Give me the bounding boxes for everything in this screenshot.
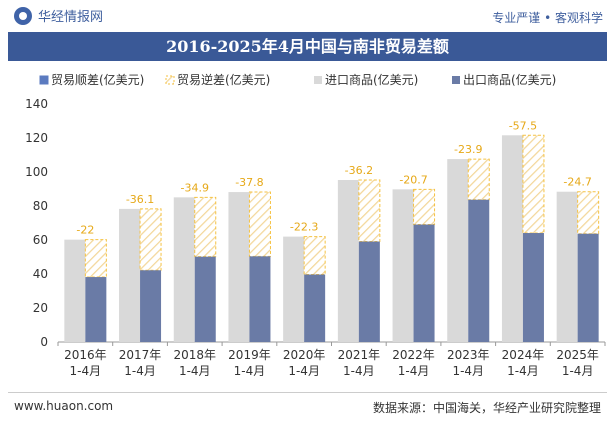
x-tick-label: 2016年 1-4月 xyxy=(64,348,107,378)
x-tick-label-line: 1-4月 xyxy=(70,364,102,378)
deficit-data-label: -22 xyxy=(76,224,94,237)
deficit-data-label: -24.7 xyxy=(563,176,591,189)
tagline: 专业严谨 • 客观科学 xyxy=(492,11,603,25)
x-tick-label: 2025年 1-4月 xyxy=(556,348,599,378)
bar-deficit xyxy=(522,134,545,234)
deficit-data-label: -36.1 xyxy=(126,193,154,206)
x-tick-label: 2024年 1-4月 xyxy=(502,348,545,378)
bar-import xyxy=(64,239,86,342)
top-bar: 华经情报网 专业严谨 • 客观科学 xyxy=(0,0,615,32)
x-tick-label-line: 2018年 xyxy=(173,348,216,362)
x-tick-label: 2017年 1-4月 xyxy=(119,348,162,378)
brand-logo: 华经情报网 xyxy=(14,6,103,25)
x-tick-label-line: 1-4月 xyxy=(562,364,594,378)
chart: 贸易顺差(亿美元) 贸易逆差(亿美元) 进口商品(亿美元) 出口商品(亿美元) 0 20 4… xyxy=(25,72,606,378)
brand-name: 华经情报网 xyxy=(38,10,104,25)
x-tick-label-line: 2024年 xyxy=(502,348,545,362)
legend-swatch-import xyxy=(314,76,322,84)
deficit-data-label: -37.8 xyxy=(235,176,263,189)
x-tick-label-line: 2017年 xyxy=(119,348,162,362)
x-tick-label-line: 1-4月 xyxy=(234,364,266,378)
x-tick-label: 2019年 1-4月 xyxy=(228,348,271,378)
x-tick-label-line: 2022年 xyxy=(392,348,435,362)
y-tick-label: 0 xyxy=(40,335,48,349)
logo-icon xyxy=(14,6,32,25)
bar-export xyxy=(413,224,435,342)
bar-export xyxy=(85,277,107,342)
bar-import xyxy=(228,192,250,342)
bar-deficit xyxy=(577,191,600,235)
x-tick-label-line: 1-4月 xyxy=(124,364,156,378)
deficit-data-label: -57.5 xyxy=(509,119,537,132)
footer-divider xyxy=(8,392,607,393)
x-tick-label-line: 2020年 xyxy=(283,348,326,362)
bar-deficit xyxy=(467,158,490,201)
y-tick-label: 120 xyxy=(25,131,48,145)
y-tick-label: 100 xyxy=(25,165,48,179)
footer-source: 数据来源：中国海关，华经产业研究院整理 xyxy=(372,401,601,415)
x-tick-label-line: 1-4月 xyxy=(288,364,320,378)
bar-import xyxy=(447,159,469,342)
x-tick-label-line: 2021年 xyxy=(338,348,381,362)
bar-import xyxy=(173,197,195,342)
deficit-data-label: -20.7 xyxy=(399,173,427,186)
x-tick-label-line: 1-4月 xyxy=(179,364,211,378)
y-tick-label: 40 xyxy=(33,267,48,281)
legend-label: 出口商品(亿美元) xyxy=(463,72,556,87)
x-tick-label: 2021年 1-4月 xyxy=(338,348,381,378)
bar-export xyxy=(140,270,162,342)
bar-import xyxy=(392,189,414,342)
bar-deficit xyxy=(84,239,107,278)
bar-import xyxy=(556,191,578,342)
legend-swatch-export xyxy=(452,76,460,84)
y-tick-label: 60 xyxy=(33,233,48,247)
x-tick-label-line: 1-4月 xyxy=(507,364,539,378)
x-tick-label-line: 1-4月 xyxy=(343,364,375,378)
x-tick-label: 2018年 1-4月 xyxy=(173,348,216,378)
legend-label: 贸易顺差(亿美元) xyxy=(51,72,144,87)
x-tick-label-line: 2016年 xyxy=(64,348,107,362)
bar-deficit xyxy=(303,236,326,276)
bar-deficit xyxy=(139,208,162,271)
deficit-data-label: -23.9 xyxy=(454,143,482,156)
bar-import xyxy=(501,135,523,342)
bar-import xyxy=(337,179,359,342)
bar-export xyxy=(304,274,326,342)
x-tick-label: 2023年 1-4月 xyxy=(447,348,490,378)
x-tick-label-line: 1-4月 xyxy=(398,364,430,378)
title-bar: 2016-2025年4月中国与南非贸易差额 xyxy=(8,32,607,61)
bar-deficit xyxy=(358,179,381,243)
bar-export xyxy=(249,256,271,342)
x-tick-label-line: 2023年 xyxy=(447,348,490,362)
chart-title: 2016-2025年4月中国与南非贸易差额 xyxy=(166,37,449,56)
x-tick-label-line: 2025年 xyxy=(556,348,599,362)
legend-label: 进口商品(亿美元) xyxy=(325,72,418,87)
bar-deficit xyxy=(413,188,436,226)
y-tick-label: 20 xyxy=(33,301,48,315)
legend-swatch-surplus xyxy=(39,75,49,85)
bar-deficit xyxy=(248,191,271,257)
deficit-data-label: -22.3 xyxy=(290,221,318,234)
footer-website: www.huaon.com xyxy=(14,399,114,413)
bar-export xyxy=(194,256,216,342)
y-tick-label: 140 xyxy=(25,97,48,111)
bar-import xyxy=(283,236,305,342)
bar-export xyxy=(358,241,380,342)
bar-deficit xyxy=(194,196,217,258)
legend-label: 贸易逆差(亿美元) xyxy=(177,72,270,87)
legend-swatch-deficit xyxy=(165,75,175,85)
bar-export xyxy=(468,199,490,342)
x-tick-label: 2022年 1-4月 xyxy=(392,348,435,378)
x-tick-label: 2020年 1-4月 xyxy=(283,348,326,378)
bar-export xyxy=(522,233,544,342)
x-tick-label-line: 1-4月 xyxy=(452,364,484,378)
deficit-data-label: -34.9 xyxy=(181,181,209,194)
y-tick-label: 80 xyxy=(33,199,48,213)
bar-export xyxy=(577,233,599,342)
bar-import xyxy=(119,208,141,342)
x-tick-label-line: 2019年 xyxy=(228,348,271,362)
deficit-data-label: -36.2 xyxy=(345,164,373,177)
